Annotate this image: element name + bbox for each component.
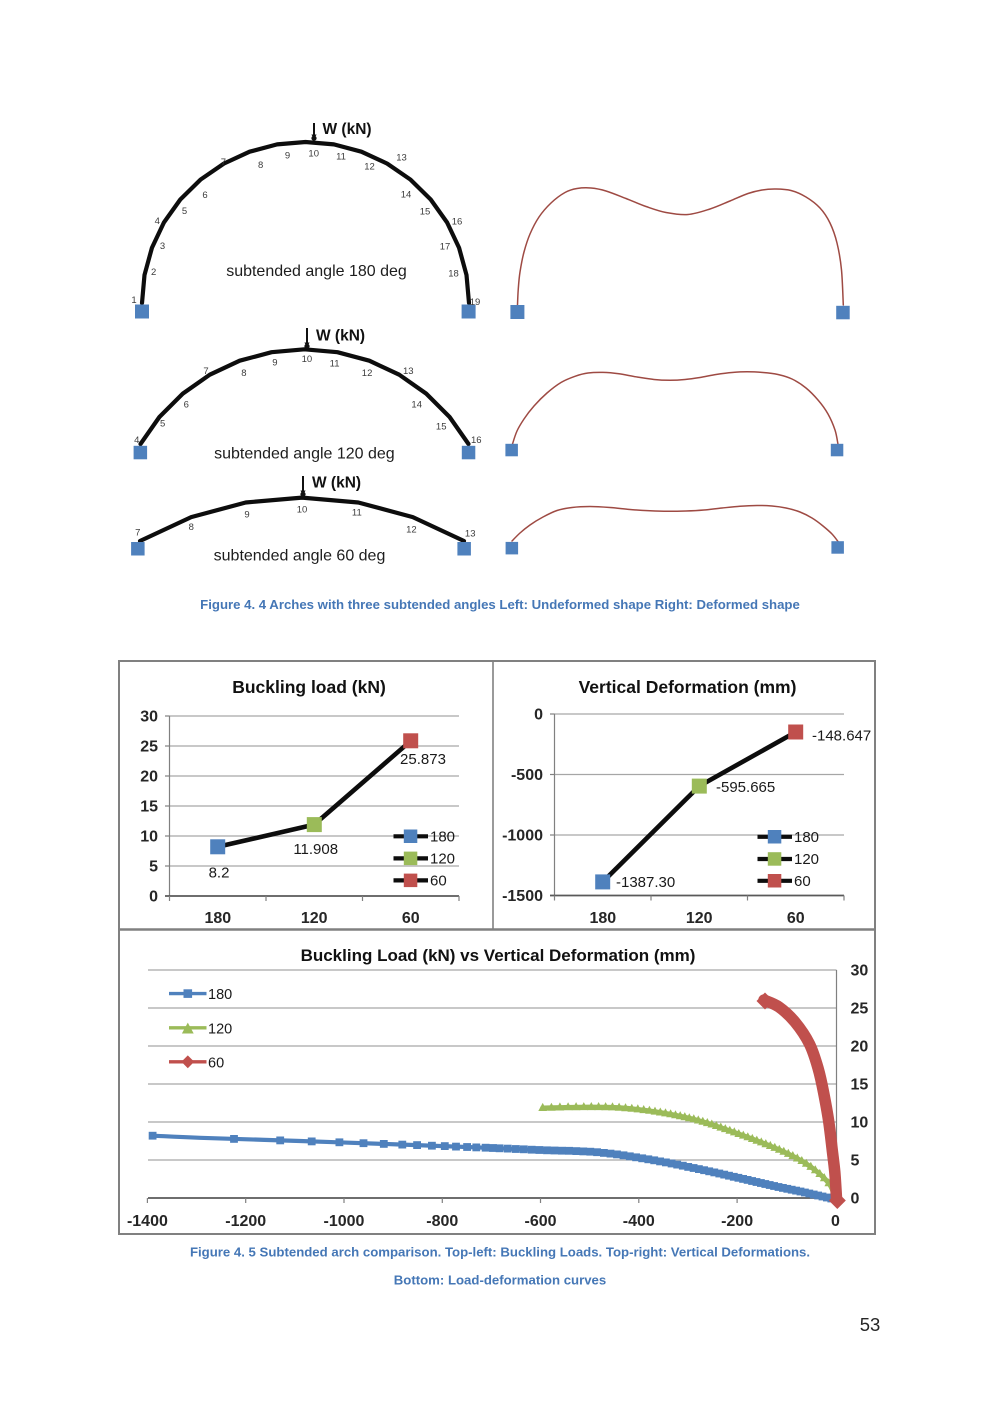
svg-text:180: 180 [430,829,455,846]
svg-text:120: 120 [686,910,713,927]
svg-text:-1400: -1400 [127,1213,168,1230]
svg-text:60: 60 [402,910,420,927]
svg-text:4: 4 [134,435,139,446]
svg-text:8.2: 8.2 [209,865,230,882]
svg-text:5: 5 [149,859,158,876]
svg-text:14: 14 [411,400,422,411]
svg-text:20: 20 [851,1039,869,1056]
svg-text:60: 60 [794,873,811,890]
svg-text:12: 12 [406,525,417,536]
svg-text:9: 9 [285,151,290,162]
svg-text:60: 60 [208,1055,224,1071]
svg-text:7: 7 [135,527,140,538]
svg-text:-1387.30: -1387.30 [616,874,675,891]
svg-text:10: 10 [297,504,308,515]
svg-text:-200: -200 [721,1213,753,1230]
svg-text:180: 180 [204,910,231,927]
svg-text:5: 5 [851,1153,860,1170]
svg-text:20: 20 [140,769,158,786]
svg-text:25.873: 25.873 [400,751,446,768]
svg-text:19: 19 [470,297,481,308]
svg-text:9: 9 [272,358,277,369]
svg-text:30: 30 [140,709,158,726]
svg-text:4: 4 [155,216,160,227]
svg-text:Buckling Load (kN) vs Vertical: Buckling Load (kN) vs Vertical Deformati… [301,946,696,965]
svg-text:25: 25 [851,1001,869,1018]
svg-text:subtended angle 180 deg: subtended angle 180 deg [226,263,407,280]
svg-text:15: 15 [851,1077,869,1094]
svg-text:-1200: -1200 [225,1213,266,1230]
svg-text:60: 60 [787,910,805,927]
svg-text:Figure 4. 4 Arches with three: Figure 4. 4 Arches with three subtended … [200,597,800,612]
svg-text:10: 10 [302,354,313,365]
svg-text:-400: -400 [623,1213,655,1230]
svg-text:60: 60 [430,873,447,890]
svg-text:15: 15 [420,207,431,218]
svg-text:5: 5 [160,418,165,429]
svg-text:-1000: -1000 [502,828,543,845]
svg-text:3: 3 [160,241,165,252]
svg-text:6: 6 [184,400,189,411]
svg-text:W (kN): W (kN) [323,121,372,138]
svg-text:13: 13 [403,366,414,377]
svg-text:-800: -800 [426,1213,458,1230]
svg-text:0: 0 [149,889,158,906]
svg-text:10: 10 [308,148,319,159]
svg-text:16: 16 [452,217,463,228]
svg-text:Bottom: Load-deformation curve: Bottom: Load-deformation curves [394,1273,606,1288]
svg-text:13: 13 [396,153,407,164]
svg-text:180: 180 [794,829,819,846]
svg-text:11: 11 [352,508,362,519]
svg-text:16: 16 [471,435,482,446]
svg-text:14: 14 [401,190,412,201]
svg-text:-600: -600 [524,1213,556,1230]
svg-text:12: 12 [362,368,373,379]
svg-text:10: 10 [851,1115,869,1132]
svg-text:Figure 4. 5 Subtended arch com: Figure 4. 5 Subtended arch comparison. T… [190,1245,810,1260]
svg-text:120: 120 [430,851,455,868]
svg-text:subtended angle 120 deg: subtended angle 120 deg [214,446,395,463]
svg-text:1: 1 [131,295,136,306]
svg-text:180: 180 [208,987,232,1003]
svg-text:30: 30 [851,963,869,980]
svg-text:13: 13 [465,529,476,540]
svg-text:11.908: 11.908 [293,841,338,858]
svg-text:6: 6 [202,190,207,201]
svg-text:W (kN): W (kN) [316,328,365,345]
svg-text:0: 0 [534,707,543,724]
svg-text:8: 8 [241,368,246,379]
svg-text:-148.647: -148.647 [812,728,871,745]
svg-text:15: 15 [436,421,447,432]
svg-text:7: 7 [221,157,226,168]
svg-text:2: 2 [151,267,156,278]
svg-text:120: 120 [794,851,819,868]
svg-text:8: 8 [189,522,194,533]
svg-text:-500: -500 [511,767,543,784]
svg-text:W (kN): W (kN) [312,475,361,492]
svg-text:12: 12 [364,162,375,173]
svg-text:17: 17 [440,242,451,253]
svg-text:11: 11 [330,358,340,369]
svg-text:subtended angle 60 deg: subtended angle 60 deg [214,548,386,565]
svg-text:120: 120 [301,910,328,927]
svg-text:0: 0 [851,1191,860,1208]
svg-text:-595.665: -595.665 [716,779,775,796]
svg-text:7: 7 [203,366,208,377]
svg-text:53: 53 [860,1314,881,1335]
svg-text:18: 18 [448,269,459,280]
svg-text:11: 11 [336,152,346,163]
svg-text:25: 25 [140,739,158,756]
svg-text:Buckling load (kN): Buckling load (kN) [232,677,386,697]
svg-text:9: 9 [244,509,249,520]
svg-text:0: 0 [831,1213,840,1230]
svg-text:Vertical Deformation (mm): Vertical Deformation (mm) [579,677,797,697]
svg-text:180: 180 [589,910,616,927]
svg-text:120: 120 [208,1021,232,1037]
svg-text:-1000: -1000 [324,1213,365,1230]
svg-text:8: 8 [258,160,263,171]
svg-text:5: 5 [182,206,187,217]
svg-text:10: 10 [140,829,158,846]
svg-text:15: 15 [140,799,158,816]
svg-text:-1500: -1500 [502,888,543,905]
